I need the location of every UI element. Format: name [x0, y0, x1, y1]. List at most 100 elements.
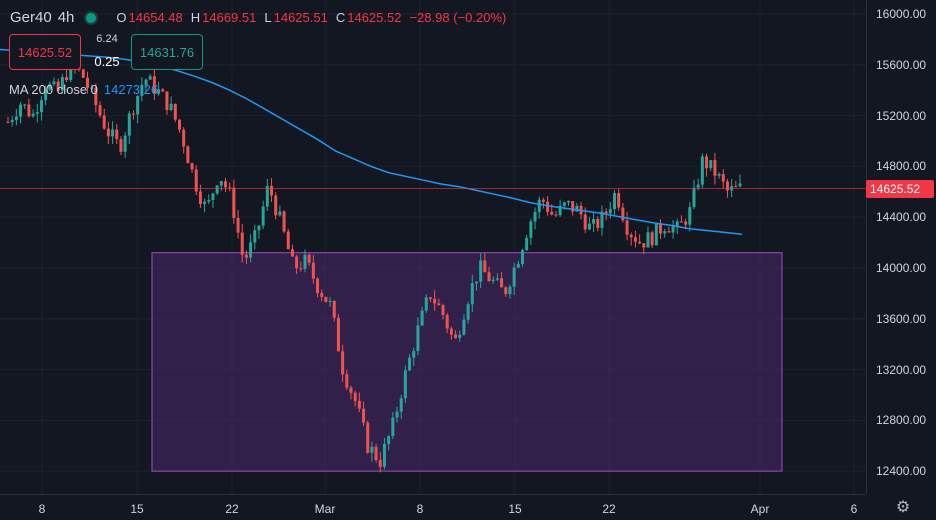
candle-body	[613, 193, 617, 210]
candle-body	[257, 225, 261, 231]
quantity-value[interactable]: 0.25	[94, 54, 120, 69]
candle-body	[182, 129, 186, 147]
change-value: −28.98 (−0.20%)	[409, 10, 507, 25]
candle-body	[533, 212, 537, 222]
candle-body	[717, 174, 721, 176]
candle-body	[667, 231, 671, 233]
price-axis[interactable]: 16000.00 15600.00 15200.00 14800.00 14400.00…	[866, 0, 936, 494]
candle-body	[437, 303, 441, 306]
candle-body	[659, 224, 663, 234]
candle-body	[169, 103, 173, 110]
candle-body	[571, 201, 575, 212]
interval-label[interactable]: 4h	[57, 9, 75, 26]
candle-body	[633, 237, 637, 242]
candle-body	[562, 202, 566, 206]
candle-body	[60, 77, 64, 91]
close-value: 14625.52	[347, 10, 402, 25]
candle-body	[474, 281, 478, 284]
candle-body	[679, 221, 683, 223]
demand-zone-rectangle[interactable]	[151, 252, 783, 472]
high-value: 14669.51	[202, 10, 257, 25]
candle-body	[140, 84, 144, 96]
candle-body	[270, 185, 274, 196]
candle-body	[186, 146, 190, 164]
candle-body	[44, 89, 48, 101]
candle-body	[249, 242, 253, 258]
candle-body	[332, 300, 336, 318]
low-value: 14625.51	[273, 10, 328, 25]
candle-body	[516, 263, 520, 268]
candle-body	[638, 241, 642, 244]
buy-button[interactable]: 14631.76	[131, 34, 203, 70]
candle-body	[190, 163, 194, 170]
candle-body	[39, 100, 43, 113]
candle-body	[441, 305, 445, 316]
candle-body	[349, 387, 353, 393]
candle-body	[387, 436, 391, 445]
candle-body	[424, 297, 428, 311]
ma-value: 14273.26	[103, 82, 159, 97]
ma-legend[interactable]: MA 200 close 0 14273.26	[9, 82, 158, 97]
candle-body	[81, 69, 85, 78]
candle-body	[123, 135, 127, 152]
candle-body	[56, 81, 60, 91]
candle-body	[541, 199, 545, 202]
market-status-dot-icon	[84, 10, 99, 25]
candle-body	[520, 250, 524, 264]
candle-body	[470, 283, 474, 305]
candle-body	[357, 400, 361, 409]
candle-body	[596, 219, 600, 228]
candle-body	[203, 201, 207, 204]
candle-body	[253, 230, 257, 243]
candle-body	[152, 76, 156, 94]
candle-body	[550, 211, 554, 215]
candle-body	[236, 217, 240, 233]
candle-body	[412, 351, 416, 358]
candle-body	[177, 119, 181, 130]
gear-icon[interactable]: ⚙	[895, 499, 911, 516]
high-label: H	[190, 10, 201, 25]
candle-body	[307, 254, 311, 263]
candle-body	[370, 446, 374, 453]
candle-body	[157, 89, 161, 94]
candle-body	[299, 268, 303, 270]
candle-body	[583, 214, 587, 230]
ohlc-values: O 14654.48 H 14669.51 L 14625.51 C 14625.52 …	[110, 10, 506, 25]
candle-body	[500, 278, 504, 288]
chart-area[interactable]: Ger40 4h O 14654.48 H 14669.51 L 14625.51 C…	[0, 0, 866, 494]
candle-body	[131, 113, 135, 115]
y-tick-label: 12400.00	[876, 464, 927, 479]
x-tick-label: Apr	[750, 502, 770, 516]
candle-body	[6, 121, 10, 123]
candle-body	[525, 237, 529, 251]
time-axis[interactable]: 8 15 22 Mar 8 15 22 Apr 6	[0, 494, 866, 520]
ma-200-line[interactable]	[0, 48, 743, 236]
candle-body	[495, 278, 499, 280]
y-tick-label: 15600.00	[876, 57, 927, 72]
candle-body	[449, 328, 453, 335]
sell-button[interactable]: 14625.52	[9, 34, 81, 70]
candle-body	[558, 205, 562, 216]
low-label: L	[264, 10, 272, 25]
candle-body	[232, 187, 236, 218]
candle-body	[219, 181, 223, 186]
candle-body	[487, 272, 491, 282]
candle-body	[207, 199, 211, 202]
candle-body	[353, 392, 357, 401]
candle-body	[458, 334, 462, 338]
candle-body	[608, 209, 612, 214]
candle-body	[705, 156, 709, 169]
candle-body	[378, 459, 382, 467]
x-tick-label: 15	[130, 502, 144, 516]
candle-body	[144, 79, 148, 85]
y-tick-label: 16000.00	[876, 6, 927, 21]
candle-body	[709, 160, 713, 169]
candle-body	[211, 193, 215, 200]
x-tick-label: Mar	[314, 502, 336, 516]
candle-body	[328, 300, 332, 302]
candle-body	[725, 181, 729, 191]
symbol-name[interactable]: Ger40	[10, 9, 52, 26]
symbol-legend: Ger40 4h O 14654.48 H 14669.51 L 14625.51 C…	[10, 9, 506, 26]
price-chart[interactable]	[0, 0, 866, 494]
candle-body	[295, 256, 299, 269]
